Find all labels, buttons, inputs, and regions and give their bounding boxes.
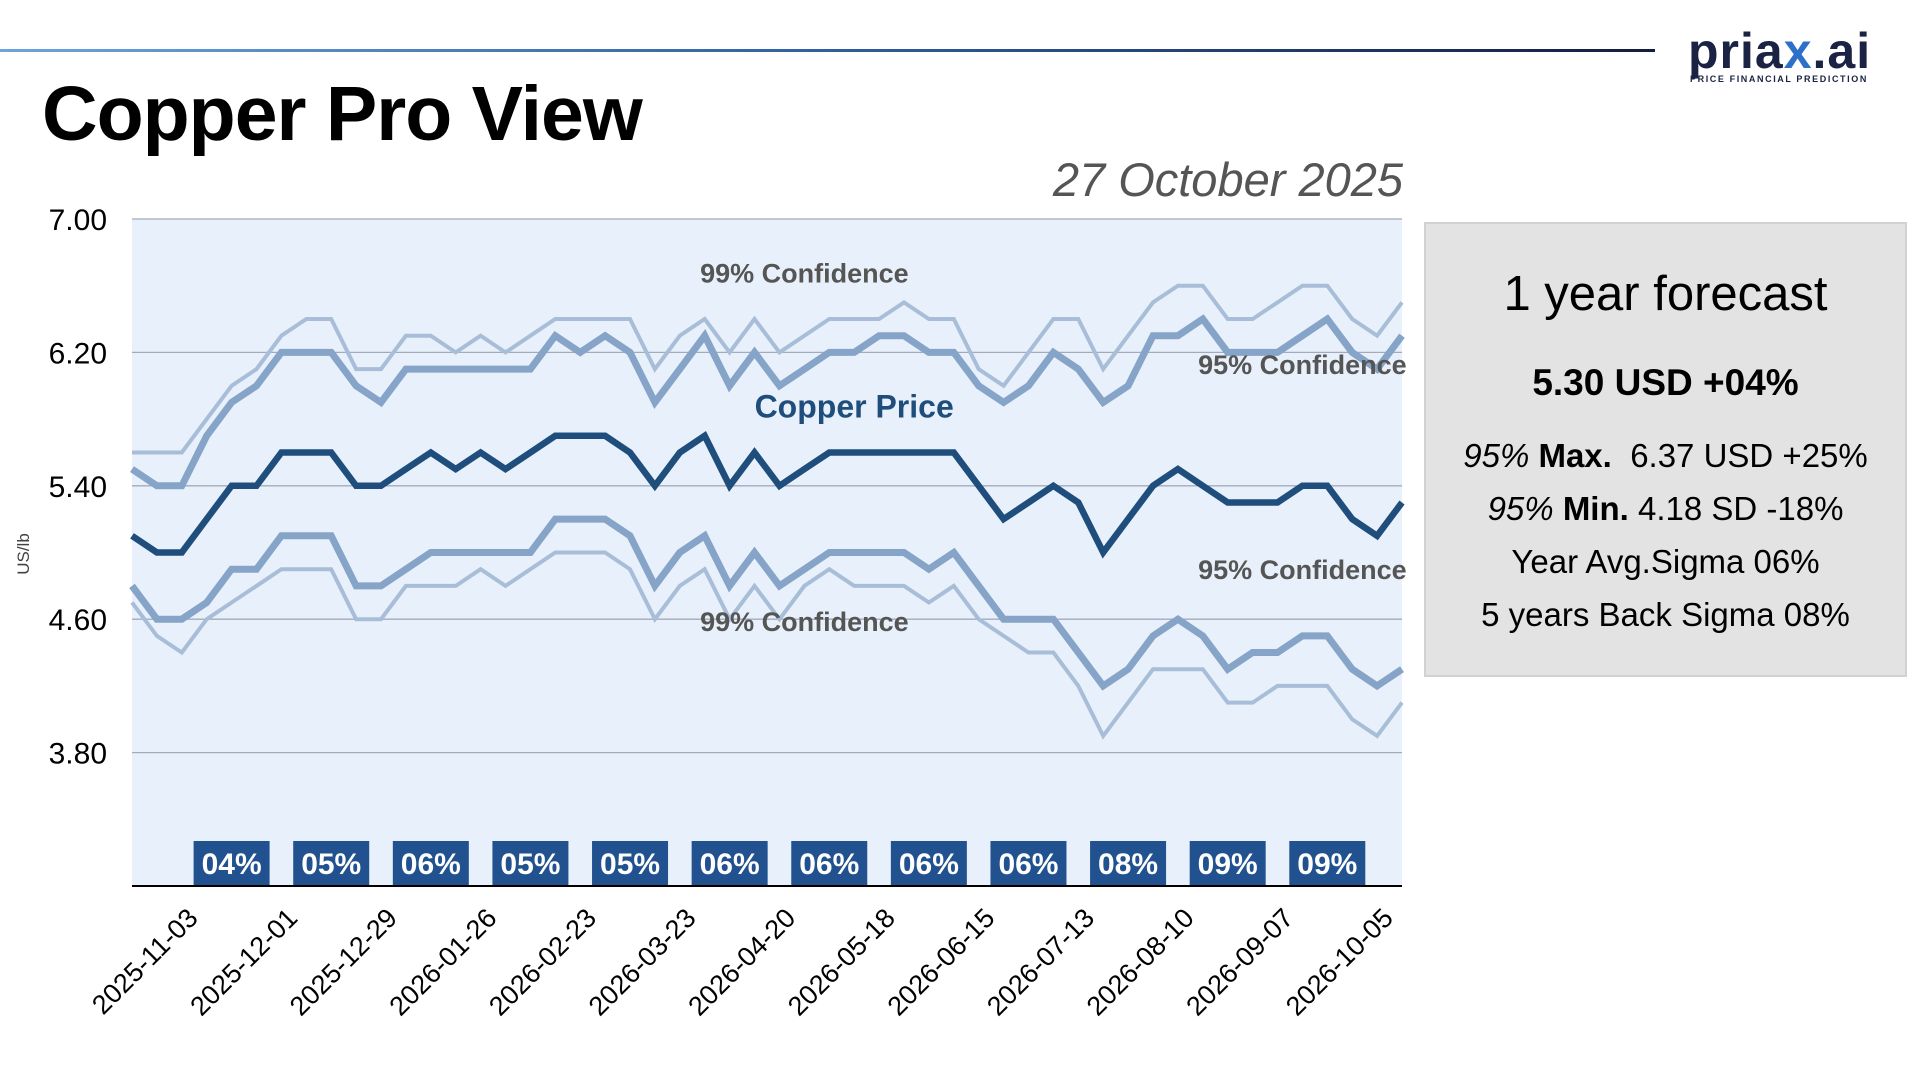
series-line-copper-price [130,431,1405,559]
confidence-label: 95% Confidence [1198,555,1407,585]
x-tick-label: 2026-10-05 [1280,903,1399,1022]
sigma-badge-label: 06% [401,848,461,881]
confidence-label: 95% Confidence [1198,350,1407,380]
series-line-95-confidence-upper [130,314,1405,490]
sigma-badge-label: 06% [799,848,859,881]
sigma-badge-label: 05% [301,848,361,881]
sigma-badge [791,841,868,885]
sigma-badge-label: 08% [1098,848,1158,881]
y-axis-label: US/lb [14,533,33,575]
logo-wordmark: priax.ai [1688,23,1872,79]
sigma-badge-label: 06% [998,848,1058,881]
sigma-badge [492,841,569,885]
x-tick-label: 2026-08-10 [1081,903,1200,1022]
logo-tagline: PRICE FINANCIAL PREDICTION [1690,74,1868,84]
y-tick-label: 3.80 [49,738,107,771]
series-line-99-confidence-lower [130,550,1404,740]
report-date: 27 October 2025 [1052,153,1403,206]
y-tick-label: 5.40 [49,471,107,504]
sigma-badge [691,841,768,885]
forecast-main-value: 5.30 USD +04% [1532,362,1799,403]
y-tick-label: 7.00 [49,204,107,237]
sigma-badge [193,841,270,885]
min-label: Min. [1562,490,1629,527]
sigma-badge-label: 06% [899,848,959,881]
y-tick-label: 6.20 [49,337,107,370]
sigma-badge [1289,841,1366,885]
priax-logo: priax.ai PRICE FINANCIAL PREDICTION [1688,24,1888,84]
sigma-badge-label: 09% [1198,848,1258,881]
sigma-badge [990,841,1067,885]
x-tick-label: 2026-03-23 [583,903,702,1022]
sigma-badge [1189,841,1266,885]
max-prefix: 95% [1463,437,1530,474]
x-tick-label: 2026-05-18 [782,903,901,1022]
x-tick-label: 2026-07-13 [981,903,1100,1022]
x-tick-label: 2025-12-29 [284,903,403,1022]
series-line-95-confidence-lower [129,515,1404,691]
year-avg-sigma: Year Avg.Sigma 06% [1511,543,1820,580]
sigma-badge-label: 05% [600,848,660,881]
min-value: 4.18 SD -18% [1637,490,1844,527]
five-year-back-sigma: 5 years Back Sigma 08% [1481,596,1850,633]
page-title: Copper Pro View [42,71,643,157]
header-divider-line [0,49,1655,52]
sigma-badge-label: 06% [700,848,760,881]
forecast-panel: 1 year forecast 5.30 USD +04% 95% Max. 6… [1424,222,1907,677]
forecast-heading: 1 year forecast [1503,267,1828,321]
confidence-label: 99% Confidence [700,607,909,637]
x-tick-label: 2025-12-01 [184,903,303,1022]
sigma-badge [293,841,370,885]
sigma-badge-label: 09% [1297,848,1357,881]
series-line-99-confidence-upper [132,283,1404,455]
max-label: Max. [1538,437,1612,474]
x-tick-label: 2026-01-26 [384,903,503,1022]
forecast-max-line: 95% Max. 6.37 USD +25% [1426,437,1905,475]
y-tick-label: 4.60 [49,604,107,637]
sigma-badge [392,841,469,885]
x-tick-label: 2026-06-15 [882,903,1001,1022]
x-tick-label: 2026-09-07 [1180,903,1299,1022]
sigma-badge-label: 05% [500,848,560,881]
sigma-badge-label: 04% [202,848,262,881]
sigma-badge [592,841,669,885]
forecast-min-line: 95% Min. 4.18 SD -18% [1426,490,1905,528]
x-tick-label: 2026-04-20 [682,903,801,1022]
confidence-label: 99% Confidence [700,258,909,288]
sigma-badge [890,841,967,885]
copper-price-label: Copper Price [755,388,954,424]
max-value: 6.37 USD +25% [1630,437,1868,474]
min-prefix: 95% [1487,490,1554,527]
x-tick-label: 2026-02-23 [483,903,602,1022]
sigma-badge [1090,841,1167,885]
